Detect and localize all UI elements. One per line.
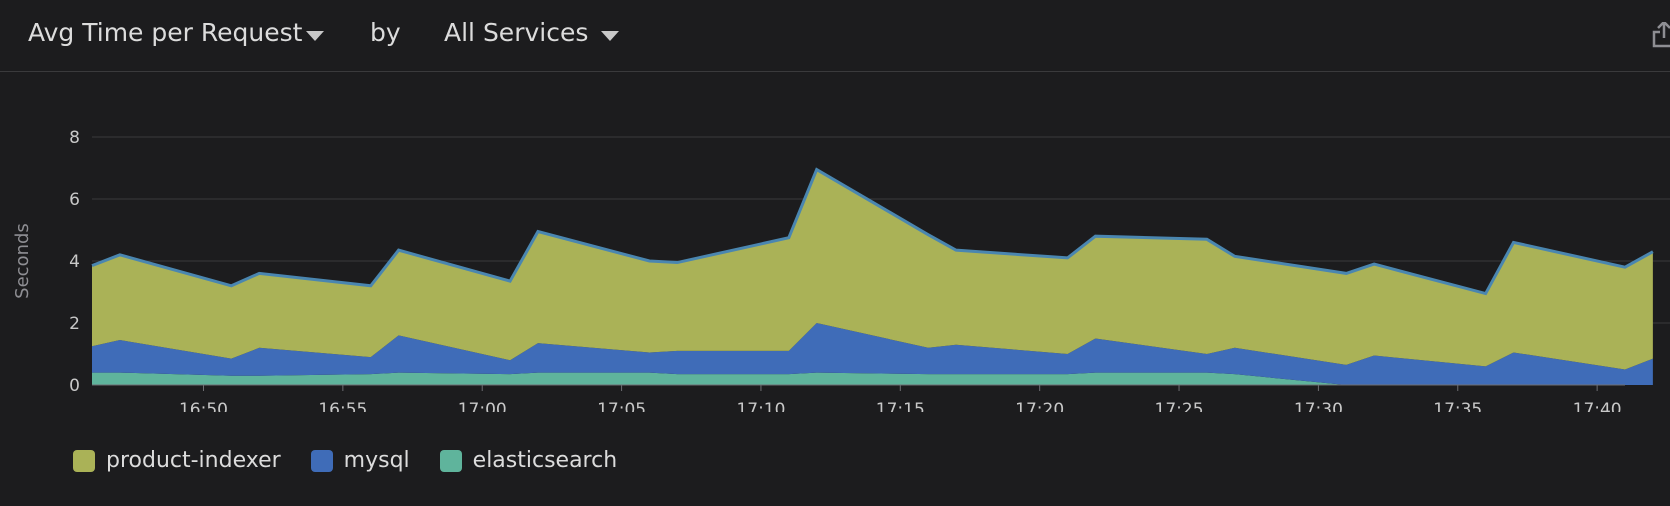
legend: product-indexer mysql elasticsearch bbox=[73, 448, 617, 473]
legend-swatch-product-indexer bbox=[73, 449, 95, 472]
x-tick-label: 17:05 bbox=[597, 400, 646, 412]
legend-swatch-mysql bbox=[310, 449, 333, 472]
group-selector[interactable]: All Services bbox=[444, 18, 589, 47]
chart-svg: 0 2 4 6 8 Seconds 16:50 16:55 17:00 17:05 17:10 17:… bbox=[12, 128, 1670, 420]
y-axis-label: Seconds bbox=[12, 223, 33, 299]
x-tick-label: 16:55 bbox=[318, 400, 367, 412]
y-tick-label: 0 bbox=[69, 376, 80, 396]
share-icon[interactable] bbox=[1652, 22, 1670, 48]
chart-header: Avg Time per Request by All Services bbox=[0, 0, 1670, 72]
x-tick-label: 17:00 bbox=[458, 400, 507, 412]
group-dropdown-caret-icon[interactable] bbox=[601, 31, 619, 41]
legend-item-elasticsearch[interactable]: elasticsearch bbox=[439, 448, 618, 473]
total-outline-line bbox=[91, 167, 1654, 296]
legend-item-mysql[interactable]: mysql bbox=[310, 448, 410, 473]
y-tick-label: 6 bbox=[69, 190, 80, 210]
x-tick-label: 17:20 bbox=[1015, 400, 1064, 412]
x-tick-label: 16:50 bbox=[179, 400, 228, 412]
x-tick-label: 17:30 bbox=[1294, 400, 1343, 412]
metric-dropdown-caret-icon[interactable] bbox=[306, 31, 324, 41]
area-product-indexer bbox=[92, 169, 1653, 370]
legend-label-mysql: mysql bbox=[343, 448, 410, 473]
x-tick-label: 17:40 bbox=[1573, 400, 1622, 412]
y-tick-label: 2 bbox=[69, 314, 80, 334]
metric-selector[interactable]: Avg Time per Request bbox=[28, 18, 303, 47]
y-tick-label: 8 bbox=[69, 128, 80, 148]
by-label: by bbox=[370, 18, 401, 47]
x-tick-label: 17:35 bbox=[1433, 400, 1482, 412]
legend-label-product-indexer: product-indexer bbox=[106, 448, 281, 473]
area-elasticsearch bbox=[92, 372, 1653, 385]
area-chart: 0 2 4 6 8 Seconds 16:50 16:55 17:00 17:05 17:10 17:… bbox=[0, 72, 1670, 420]
area-mysql bbox=[92, 323, 1653, 385]
x-tick-label: 17:10 bbox=[736, 400, 785, 412]
legend-swatch-elasticsearch bbox=[439, 449, 462, 472]
legend-label-elasticsearch: elasticsearch bbox=[472, 448, 618, 473]
x-tick-label: 17:15 bbox=[876, 400, 925, 412]
y-tick-label: 4 bbox=[69, 252, 80, 272]
legend-item-product-indexer[interactable]: product-indexer bbox=[73, 448, 281, 473]
x-tick-label: 17:25 bbox=[1155, 400, 1204, 412]
